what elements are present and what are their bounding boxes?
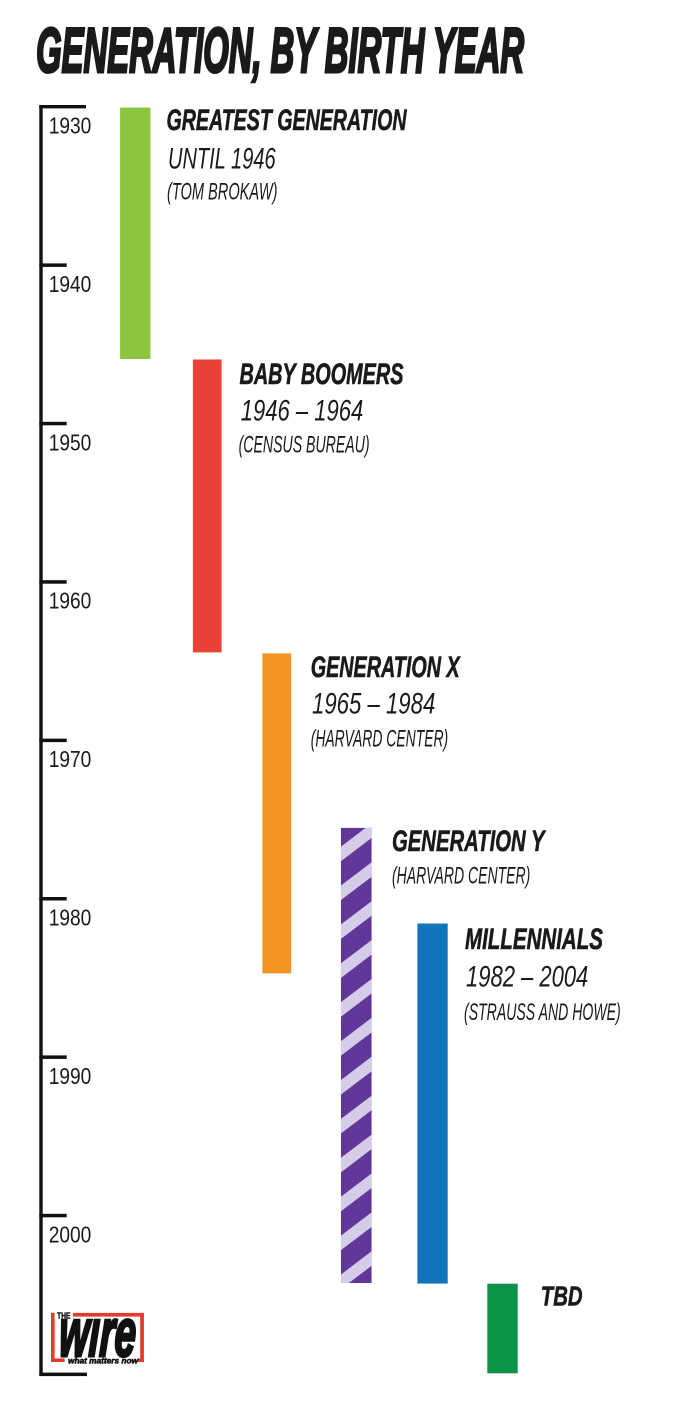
svg-text:(STRAUSS AND HOWE): (STRAUSS AND HOWE) [464,998,621,1025]
svg-text:wıre: wıre [57,1295,138,1371]
svg-text:1950: 1950 [49,429,92,456]
svg-text:UNTIL 1946: UNTIL 1946 [168,142,276,175]
svg-text:1982 – 2004: 1982 – 2004 [466,960,588,993]
svg-text:BABY BOOMERS: BABY BOOMERS [240,358,404,391]
svg-text:1960: 1960 [49,587,92,614]
svg-text:1965 – 1984: 1965 – 1984 [312,687,435,720]
svg-text:THE: THE [57,1311,71,1320]
svg-text:GENERATION X: GENERATION X [311,651,461,684]
svg-text:2000: 2000 [49,1221,92,1248]
svg-text:TBD: TBD [541,1282,583,1312]
svg-text:GENERATION Y: GENERATION Y [392,824,547,857]
svg-text:(HARVARD CENTER): (HARVARD CENTER) [311,725,449,752]
svg-text:1930: 1930 [49,112,92,139]
svg-text:GENERATION, BY BIRTH YEAR: GENERATION, BY BIRTH YEAR [36,15,524,86]
svg-text:1946 – 1964: 1946 – 1964 [241,394,364,427]
svg-text:(HARVARD CENTER): (HARVARD CENTER) [392,862,530,889]
svg-text:(TOM BROKAW): (TOM BROKAW) [167,178,278,205]
svg-text:1990: 1990 [49,1062,92,1089]
svg-text:MILLENNIALS: MILLENNIALS [465,923,603,956]
svg-text:1970: 1970 [49,746,92,773]
svg-text:1940: 1940 [49,270,92,297]
svg-text:(CENSUS BUREAU): (CENSUS BUREAU) [239,431,370,458]
svg-text:what matters now: what matters now [68,1357,139,1366]
svg-text:GREATEST GENERATION: GREATEST GENERATION [167,104,407,137]
svg-text:1980: 1980 [49,904,92,931]
